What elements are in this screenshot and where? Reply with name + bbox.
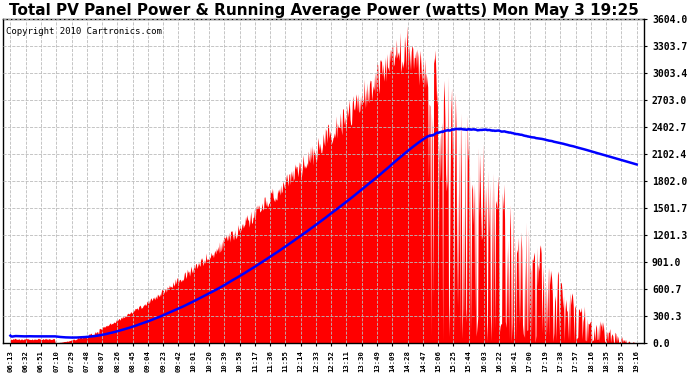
Title: Total PV Panel Power & Running Average Power (watts) Mon May 3 19:25: Total PV Panel Power & Running Average P… — [8, 3, 638, 18]
Text: Copyright 2010 Cartronics.com: Copyright 2010 Cartronics.com — [6, 27, 162, 36]
